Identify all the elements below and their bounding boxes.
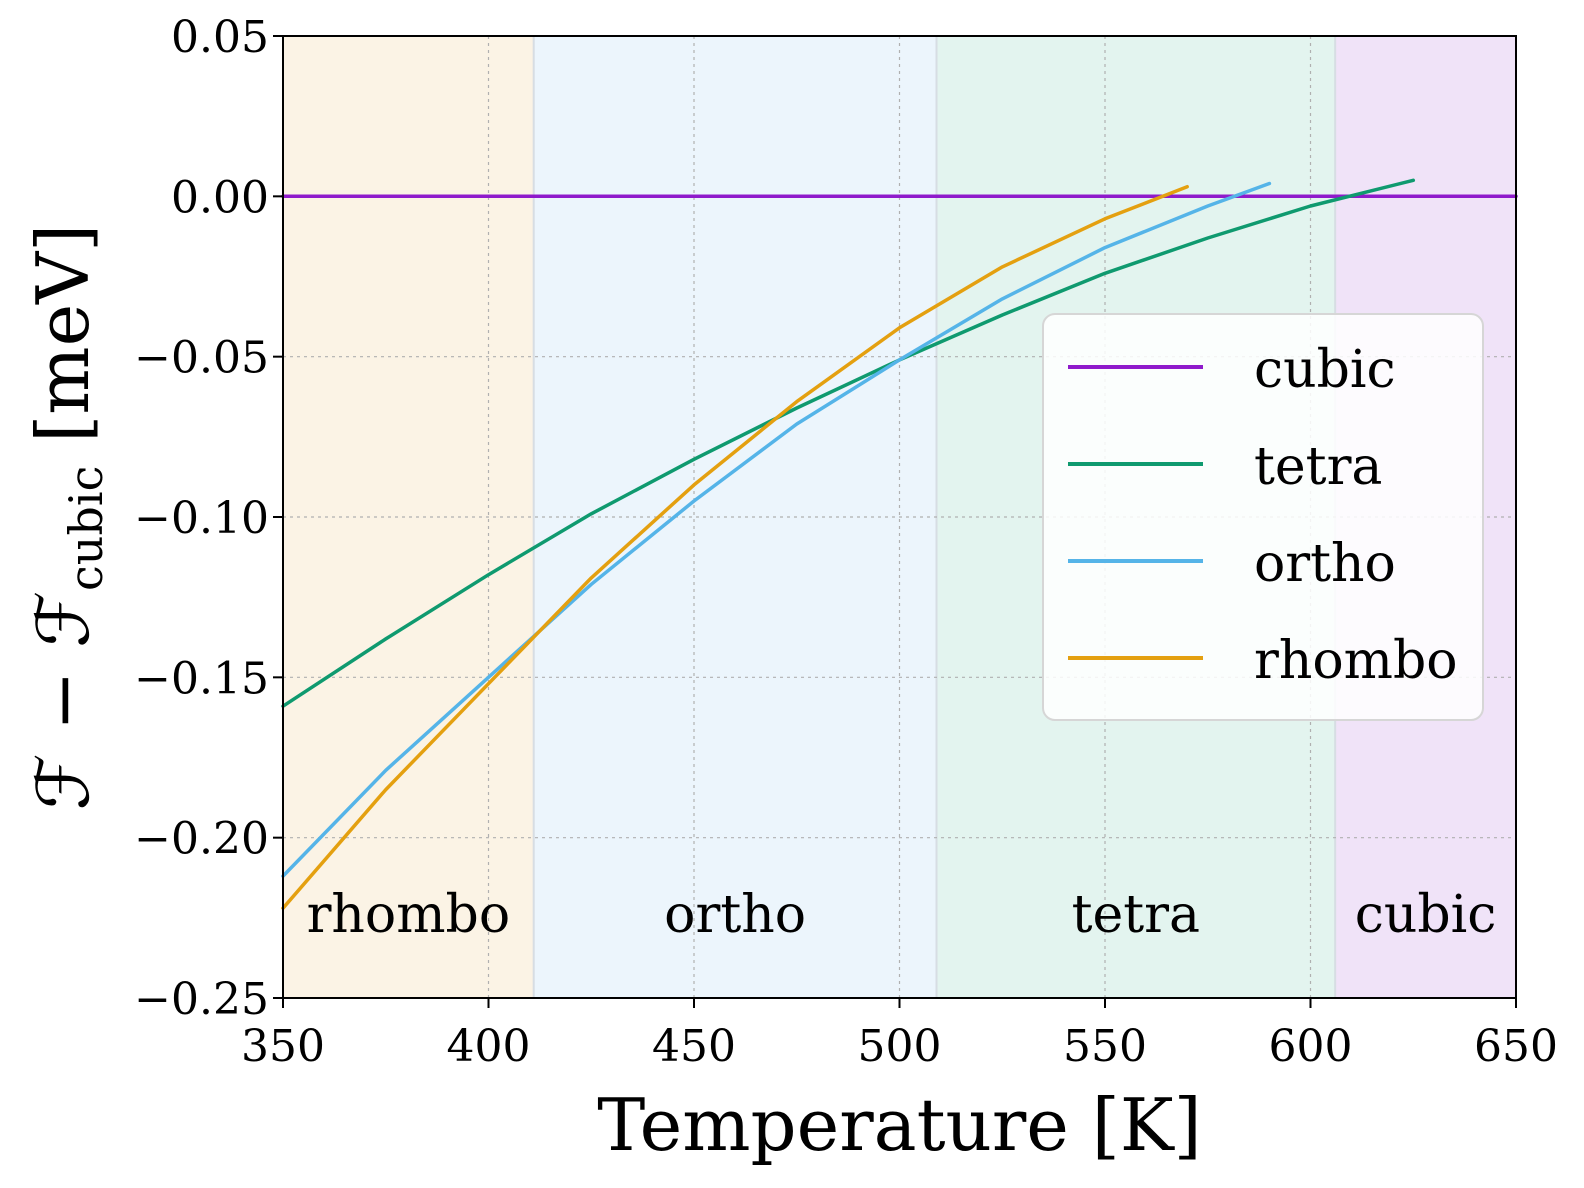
y-tick-label: −0.20 [134, 814, 269, 865]
legend-label-cubic: cubic [1254, 340, 1396, 400]
x-tick-label: 650 [1474, 1021, 1558, 1072]
legend: cubic tetra ortho rhombo [1042, 313, 1484, 721]
legend-box [1042, 313, 1484, 721]
series-line-ortho [281, 181, 1272, 878]
region-label-rhombo: rhombo [307, 885, 511, 945]
region-labels: rhombo ortho tetra cubic [307, 885, 1497, 945]
region-ortho [533, 36, 937, 998]
y-axis-title-unit: [meV] [21, 224, 105, 466]
y-axis-title-subscript: cubic [59, 466, 113, 591]
x-axis-title: Temperature [K] [597, 1083, 1202, 1167]
x-tick-label: 550 [1063, 1021, 1147, 1072]
x-tick-label: 500 [858, 1021, 942, 1072]
region-label-ortho: ortho [664, 885, 806, 945]
x-tick-label: 450 [652, 1021, 736, 1072]
y-axis-title: ℱ − ℱcubic [meV] [21, 224, 113, 811]
axis-ticks: 350 400 450 500 550 600 650 0.05 0.00 −0.05 −0.10 −… [134, 12, 1558, 1072]
data-series [281, 178, 1518, 910]
x-tick-label: 600 [1269, 1021, 1353, 1072]
legend-label-rhombo: rhombo [1254, 631, 1458, 691]
y-tick-label: −0.25 [134, 974, 269, 1025]
y-axis-title-main: ℱ − ℱ [21, 591, 105, 810]
y-tick-label: −0.15 [134, 653, 269, 704]
series-line-tetra [281, 178, 1416, 708]
y-tick-label: −0.10 [134, 493, 269, 544]
x-tick-label: 350 [241, 1021, 325, 1072]
y-tick-label: 0.05 [171, 12, 269, 63]
legend-label-tetra: tetra [1254, 437, 1382, 497]
region-label-cubic: cubic [1355, 885, 1497, 945]
y-tick-label: 0.00 [171, 172, 269, 223]
region-label-tetra: tetra [1072, 885, 1200, 945]
legend-label-ortho: ortho [1254, 534, 1396, 594]
x-tick-label: 400 [447, 1021, 531, 1072]
series-line-rhombo [281, 184, 1189, 910]
y-tick-label: −0.05 [134, 333, 269, 384]
